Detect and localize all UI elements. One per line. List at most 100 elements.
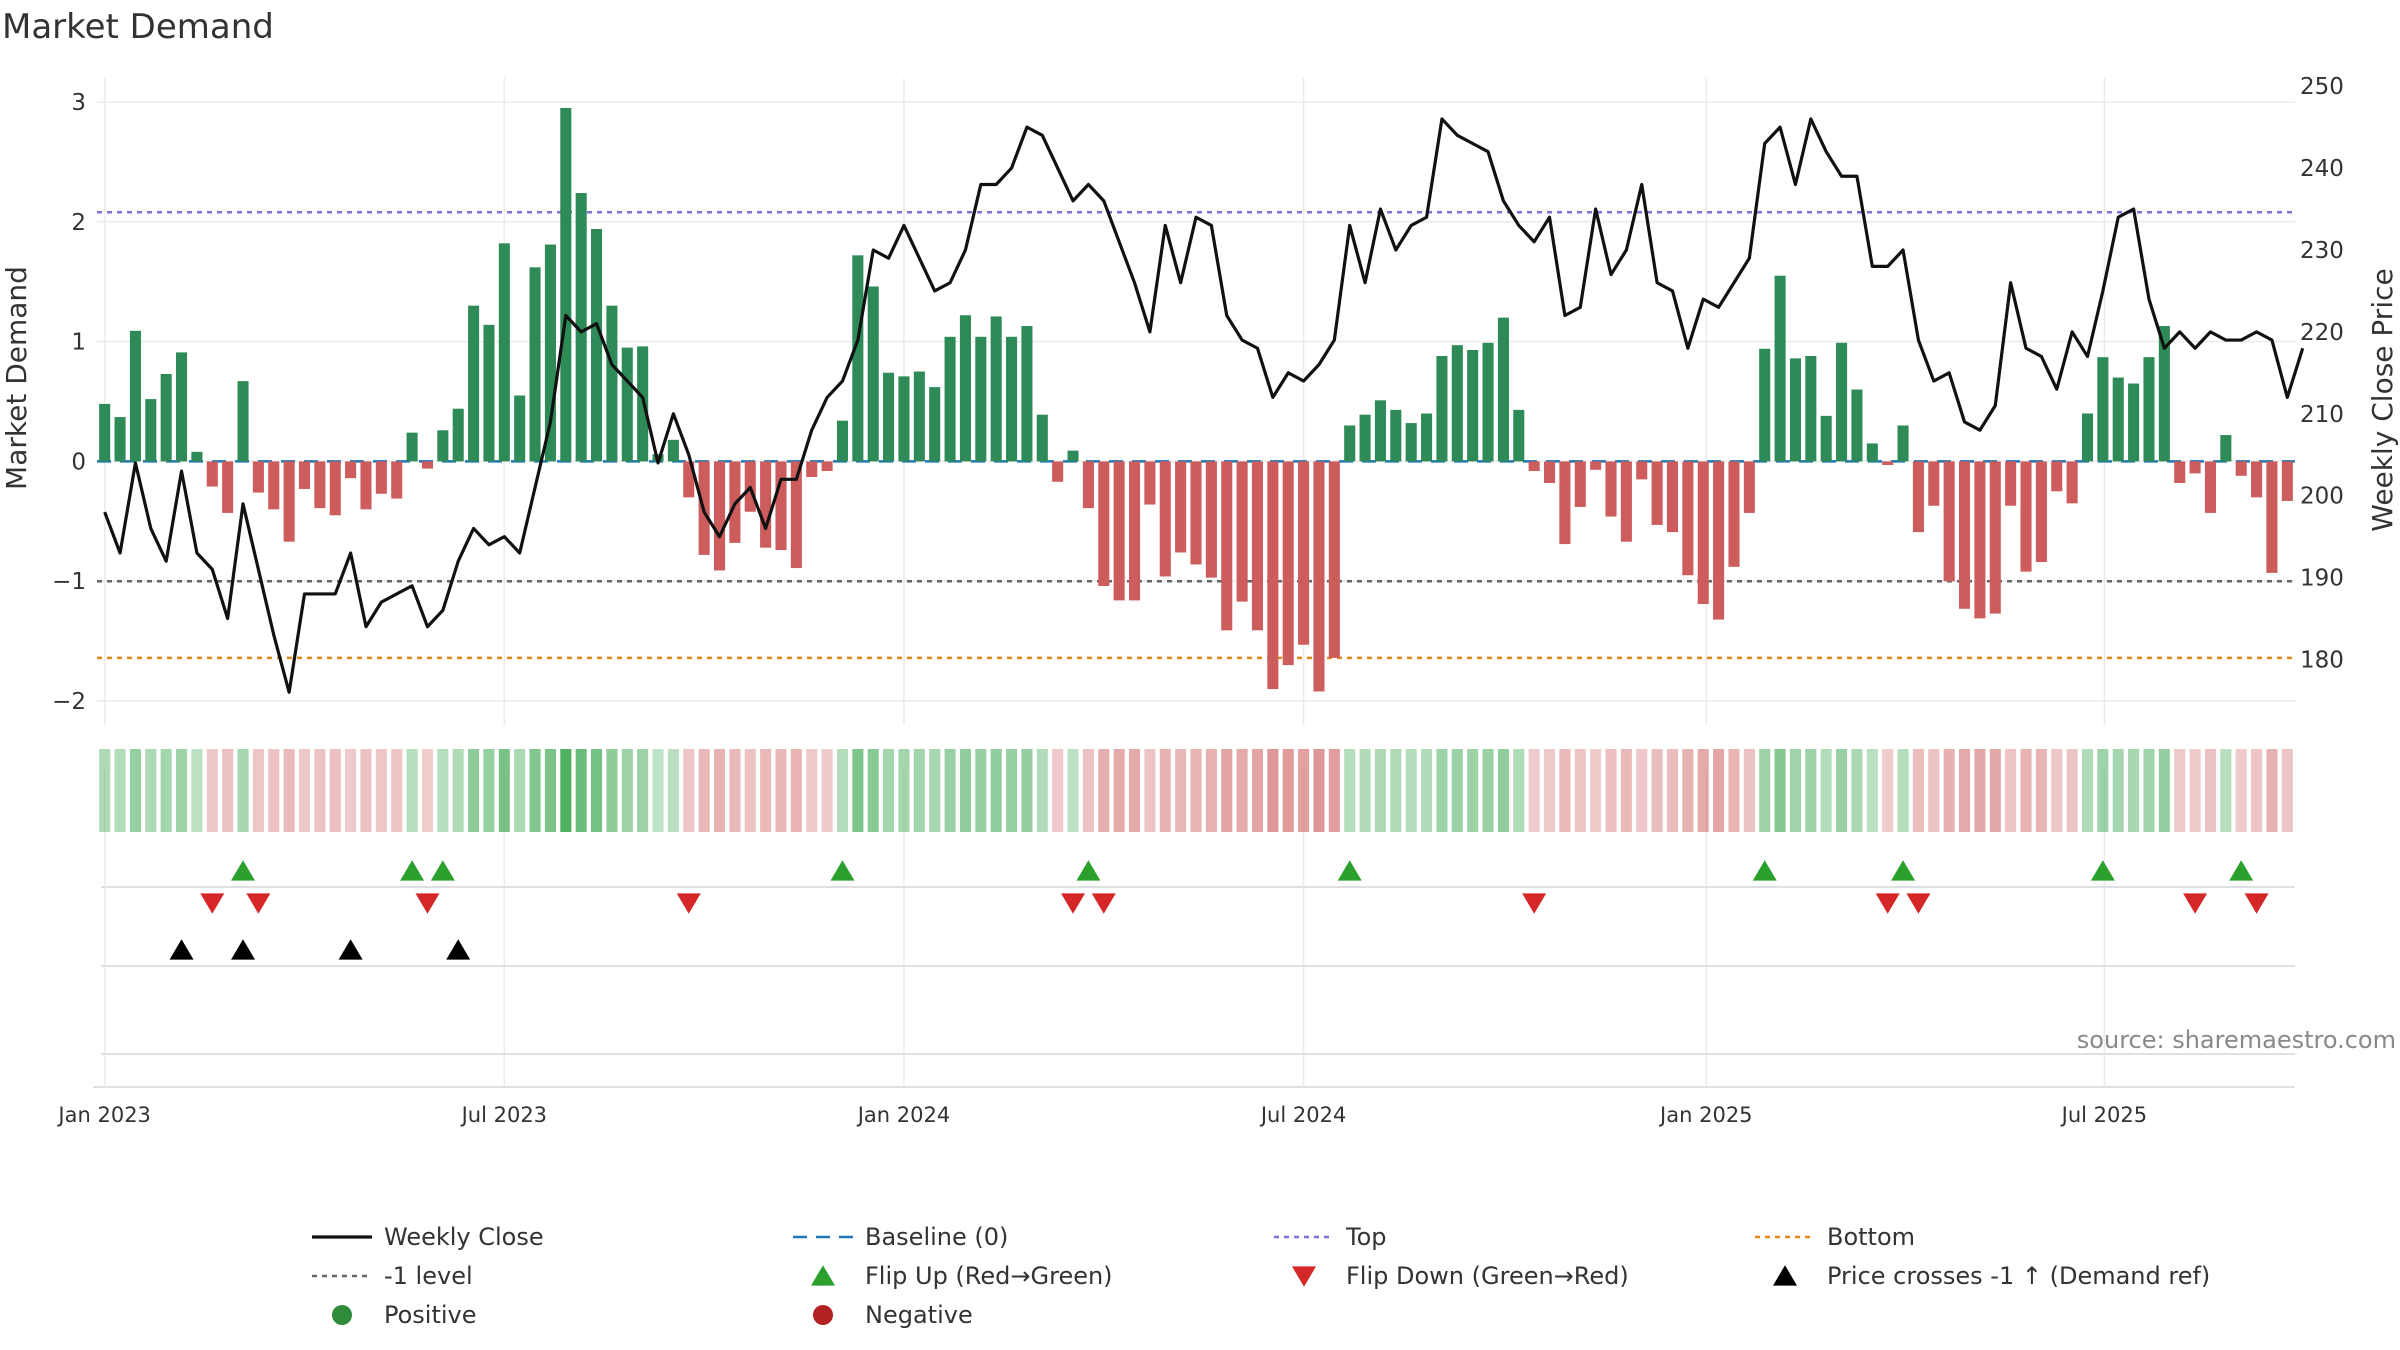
demand-bar [468, 305, 480, 462]
strip-cell [1451, 749, 1463, 832]
x-axis-ticks: Jan 2023 Jul 2023 Jan 2024 Jul 2024 Jan 2025… [56, 1103, 2147, 1127]
legend-swatch-tri-up [1773, 1265, 1797, 1286]
legend-label: Price crosses -1 ↑ (Demand ref) [1827, 1262, 2210, 1290]
demand-bar [667, 439, 679, 462]
demand-bar [206, 461, 218, 487]
strip-cell [1943, 749, 1955, 832]
price-cross-marker [169, 939, 194, 960]
strip-cell [1298, 749, 1310, 832]
strip-cell [437, 749, 449, 832]
strip-cell [2251, 749, 2263, 832]
right-tick-label: 190 [2300, 566, 2344, 592]
strip-cell [514, 749, 526, 832]
demand-bar [1052, 461, 1064, 482]
demand-bar [1897, 425, 1909, 462]
strip-cell [421, 749, 434, 832]
strip-cell [1928, 749, 1940, 832]
strip-cell [2020, 749, 2032, 832]
demand-bar [898, 376, 910, 462]
demand-bar [1928, 461, 1940, 506]
right-tick-label: 200 [2300, 484, 2344, 510]
strip-cell [145, 749, 157, 832]
demand-bar [1912, 461, 1924, 533]
legend-item: Weekly Close [312, 1223, 544, 1251]
strip-cell [637, 749, 649, 832]
strip-cell [1328, 749, 1340, 832]
price-cross-marker [338, 939, 363, 960]
strip-cell [468, 749, 480, 832]
strip-cell [222, 749, 234, 832]
x-tick-label: Jul 2024 [1259, 1103, 1346, 1127]
demand-bar [1251, 461, 1264, 631]
strip-cell [1067, 749, 1079, 832]
demand-bar [360, 461, 372, 510]
demand-bar [1298, 461, 1310, 645]
weekly-close-line [103, 117, 2305, 694]
strip-cell [1543, 749, 1556, 832]
flip-up-marker [231, 860, 256, 881]
demand-bar [2204, 461, 2216, 513]
left-axis-ticks: −2 −1 0 1 2 3 [52, 90, 86, 715]
demand-bar [1328, 461, 1340, 658]
strip-cell [1421, 749, 1433, 832]
demand-bar [883, 372, 895, 462]
demand-bar [775, 461, 787, 551]
flip-up-marker [1076, 860, 1101, 881]
demand-bar [1175, 461, 1187, 553]
demand-bar [129, 330, 141, 462]
strip-cell [683, 749, 695, 832]
legend-item: Positive [332, 1301, 477, 1329]
strip-cell [191, 749, 203, 832]
demand-bar [2174, 461, 2186, 483]
demand-bar [314, 461, 326, 509]
strip-cell [1052, 749, 1064, 832]
price-cross-panel [101, 939, 2295, 967]
demand-bar [1574, 461, 1586, 507]
demand-bar [1128, 461, 1141, 601]
strip-cell [1282, 749, 1294, 832]
demand-bar [1989, 461, 2001, 614]
legend-label: Top [1345, 1223, 1387, 1251]
strip-cell [1205, 749, 1217, 832]
strip-cell [529, 749, 541, 832]
demand-bar [1359, 414, 1371, 462]
demand-bar [944, 336, 956, 462]
legend-swatch-circle [332, 1305, 352, 1325]
legend-label: Negative [865, 1301, 973, 1329]
strip-cell [1666, 749, 1679, 832]
demand-bar [145, 399, 157, 462]
strip-cell [1743, 749, 1755, 832]
strip-cell [852, 749, 864, 832]
flip-down-marker [676, 893, 701, 914]
demand-bar [1159, 461, 1171, 577]
demand-bar [375, 461, 387, 494]
demand-bar [606, 305, 618, 462]
demand-bar [621, 347, 633, 462]
strip-cell [1405, 749, 1417, 832]
strip-cell [1236, 749, 1248, 832]
x-tick-label: Jan 2024 [856, 1103, 951, 1127]
demand-bar [852, 255, 864, 462]
strip-cell [2066, 749, 2078, 832]
left-tick-label: 1 [71, 330, 86, 356]
legend-swatch-tri-up [811, 1265, 835, 1286]
demand-bar [2035, 461, 2047, 563]
strip-cell [1113, 749, 1125, 832]
strip-cell [114, 749, 126, 832]
strip-cell [1251, 749, 1264, 832]
strip-cell [560, 749, 572, 832]
demand-bar [1021, 326, 1033, 462]
demand-bar [1620, 461, 1632, 542]
strip-cell [2235, 749, 2247, 832]
right-axis-ticks: 180 190 200 210 220 230 240 250 [2300, 74, 2344, 673]
demand-bar [498, 243, 510, 462]
strip-cell [329, 749, 341, 832]
chart-title: Market Demand [2, 7, 274, 47]
strip-cell [544, 749, 556, 832]
strip-cell [1513, 749, 1525, 832]
strip-cell [775, 749, 787, 832]
y-axis-label-left: Market Demand [0, 266, 33, 490]
demand-bar [391, 461, 403, 499]
legend-item: Negative [813, 1301, 973, 1329]
demand-bar [1851, 389, 1863, 462]
